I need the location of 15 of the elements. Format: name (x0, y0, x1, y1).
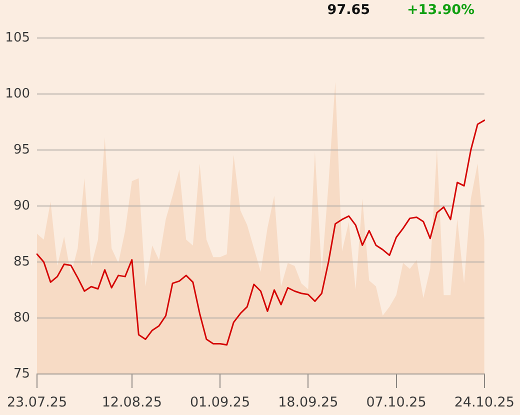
y-tick-label: 80 (13, 310, 30, 326)
y-tick-label: 75 (13, 366, 30, 382)
x-tick-label: 23.07.25 (6, 394, 68, 411)
x-tick-label: 24.10.25 (454, 394, 514, 411)
text: 97.65 (327, 2, 370, 19)
y-tick-label: 100 (5, 86, 30, 102)
y-tick-label: 95 (13, 142, 30, 158)
x-tick-label: 18.09.25 (278, 394, 338, 411)
x-tick-label: 07.10.25 (366, 394, 426, 411)
y-tick-label: 85 (13, 254, 30, 270)
x-tick-label: 12.08.25 (102, 394, 162, 411)
y-tick-label: 105 (5, 30, 30, 46)
y-tick-label: 90 (13, 198, 30, 214)
x-tick-label: 01.09.25 (190, 394, 250, 411)
text: +13.90% (407, 2, 475, 19)
